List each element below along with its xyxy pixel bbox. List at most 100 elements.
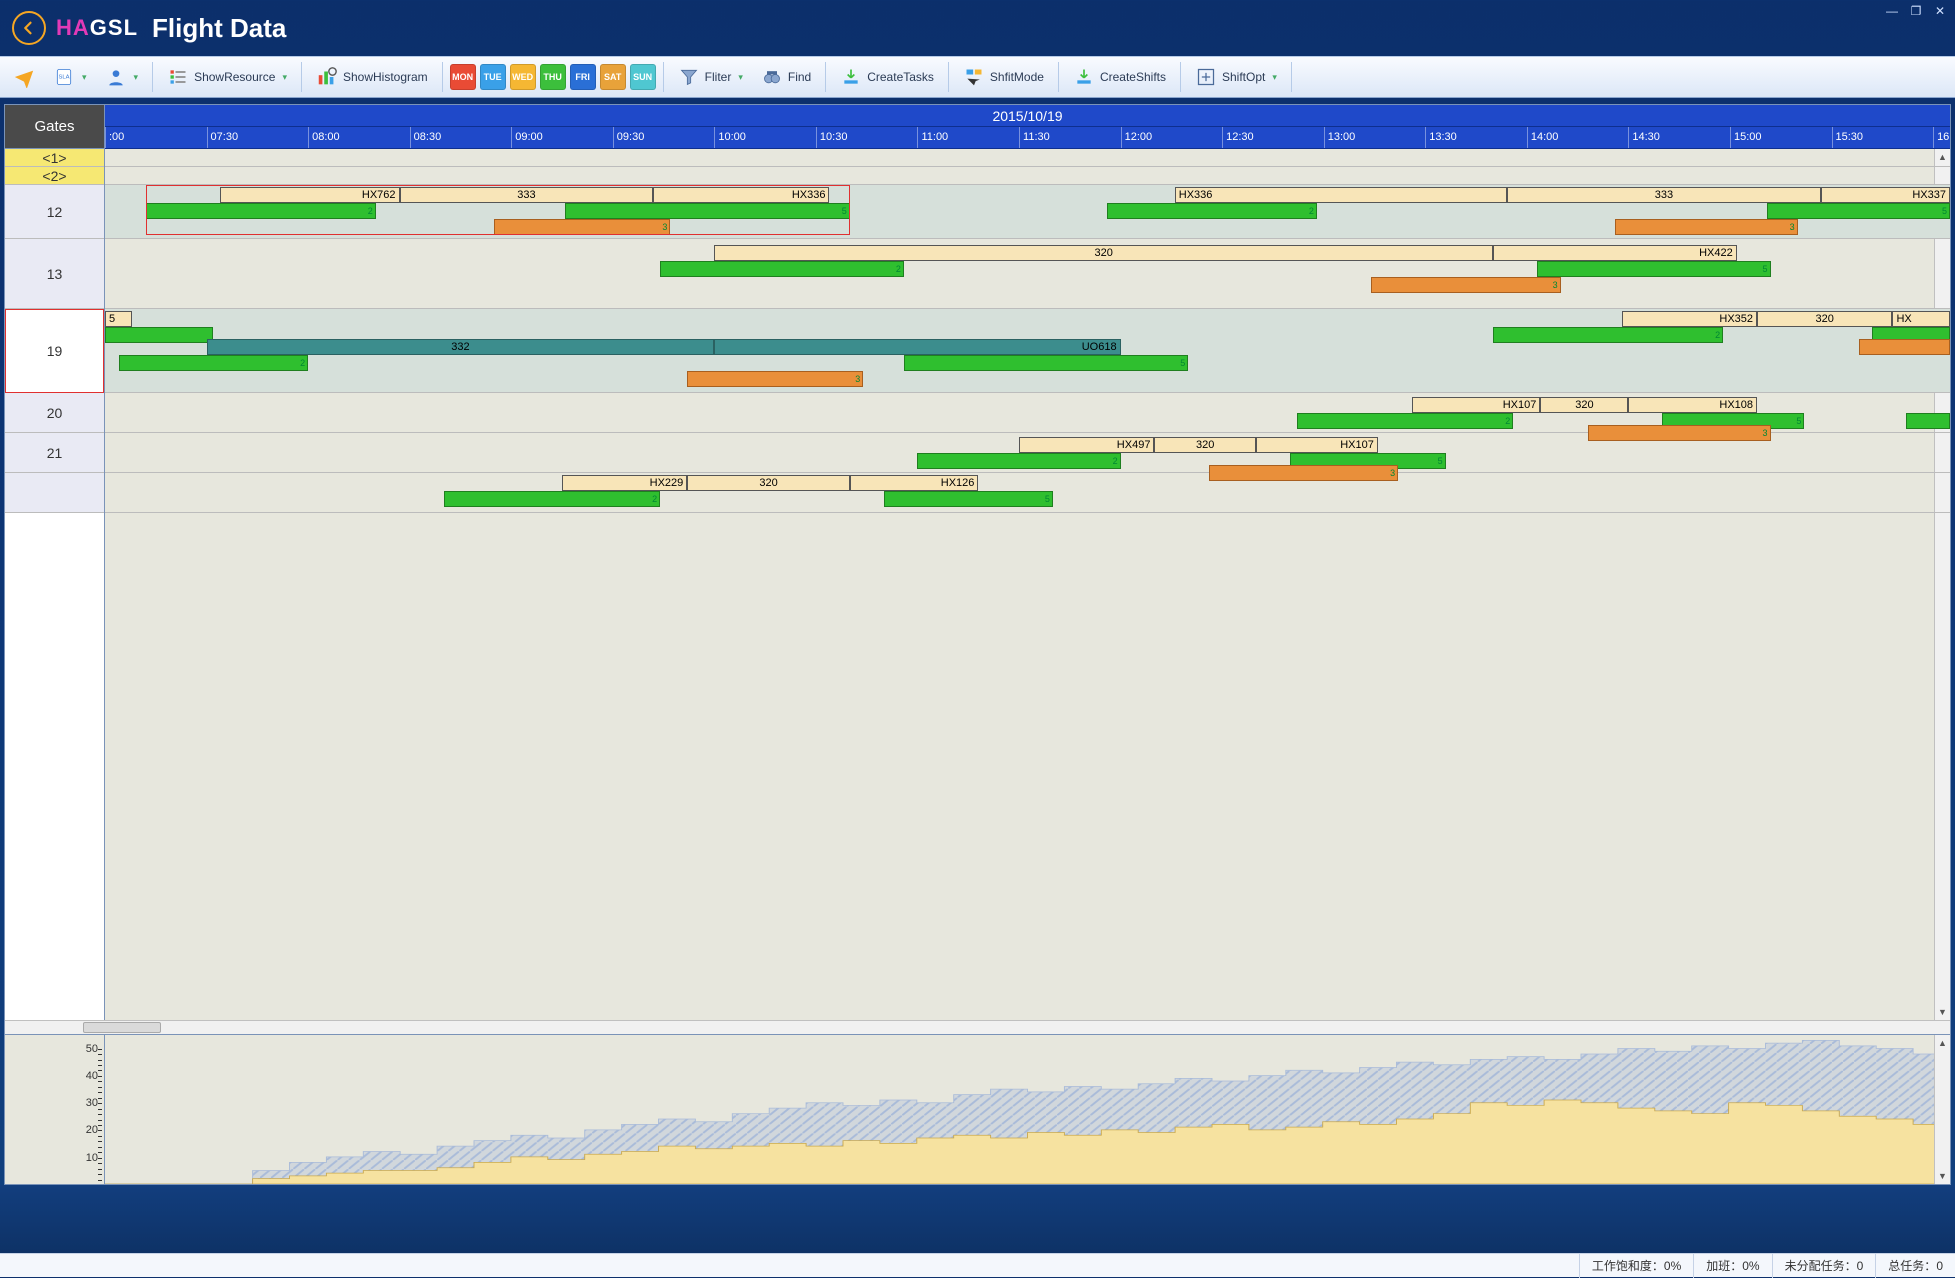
gate-row-header[interactable]: <1> <box>5 149 104 167</box>
histogram-panel: 1020304050 ▲ ▼ <box>5 1034 1950 1184</box>
horizontal-scrollbar[interactable] <box>5 1020 1950 1034</box>
gantt-bar[interactable]: 2 <box>444 491 661 507</box>
day-sun[interactable]: SUN <box>630 64 656 90</box>
gantt-bar[interactable]: 320 <box>1540 397 1628 413</box>
create-shifts-button[interactable]: CreateShifts <box>1066 61 1173 93</box>
gantt-bar[interactable]: HX336 <box>653 187 829 203</box>
filter-button[interactable]: Fliter▾ <box>671 61 750 93</box>
show-resource-button[interactable]: ShowResource▾ <box>160 61 294 93</box>
gantt-bar[interactable]: 2 <box>1493 327 1723 343</box>
scroll-down-icon[interactable]: ▼ <box>1935 1168 1950 1184</box>
day-mon[interactable]: MON <box>450 64 476 90</box>
day-tue[interactable]: TUE <box>480 64 506 90</box>
gantt-bar[interactable]: HX762 <box>220 187 399 203</box>
day-thu[interactable]: THU <box>540 64 566 90</box>
time-tick: 07:30 <box>207 127 239 148</box>
gantt-bar[interactable]: 3 <box>1209 465 1399 481</box>
minimize-button[interactable]: — <box>1883 4 1901 18</box>
shift-mode-button[interactable]: ShfitMode <box>956 61 1051 93</box>
gantt-bar[interactable]: 333 <box>400 187 654 203</box>
scrollbar-thumb[interactable] <box>83 1022 161 1033</box>
gantt-bar[interactable]: 5 <box>1537 261 1771 277</box>
gantt-bar[interactable]: 5 <box>1767 203 1950 219</box>
show-histogram-button[interactable]: ShowHistogram <box>309 61 435 93</box>
gantt-bar[interactable] <box>1859 339 1950 355</box>
gantt-bar[interactable]: HX <box>1892 311 1950 327</box>
histogram-icon <box>316 66 338 88</box>
time-tick: 11:30 <box>1019 127 1050 148</box>
svg-text:SLA: SLA <box>58 75 69 81</box>
gate-row-header[interactable]: 21 <box>5 433 104 473</box>
gantt-bar[interactable]: 2 <box>1107 203 1317 219</box>
gantt-bar[interactable]: HX126 <box>850 475 979 491</box>
scroll-up-icon[interactable]: ▲ <box>1935 1035 1950 1051</box>
list-icon <box>167 66 189 88</box>
content-panel: Gates 2015/10/19 :0007:3008:0008:3009:00… <box>4 104 1951 1185</box>
gates-header: Gates <box>5 105 105 149</box>
histogram-scrollbar[interactable]: ▲ ▼ <box>1934 1035 1950 1184</box>
gantt-bar[interactable]: 2 <box>146 203 376 219</box>
time-tick: 15:00 <box>1730 127 1762 148</box>
maximize-button[interactable]: ❐ <box>1907 4 1925 18</box>
gantt-bar[interactable] <box>105 327 213 343</box>
gantt-bar[interactable]: HX422 <box>1493 245 1737 261</box>
scroll-down-icon[interactable]: ▼ <box>1935 1004 1950 1020</box>
gantt-bar[interactable]: 320 <box>687 475 849 491</box>
gantt-bar[interactable]: 3 <box>494 219 670 235</box>
day-wed[interactable]: WED <box>510 64 536 90</box>
gantt-bar[interactable] <box>1906 413 1950 429</box>
gantt-bar[interactable]: HX108 <box>1628 397 1757 413</box>
time-tick: 08:00 <box>308 127 340 148</box>
gate-row-header[interactable] <box>5 473 104 513</box>
gantt-bar[interactable]: 3 <box>1371 277 1561 293</box>
gantt-bar[interactable]: 2 <box>660 261 904 277</box>
time-tick: 08:30 <box>410 127 442 148</box>
day-fri[interactable]: FRI <box>570 64 596 90</box>
gantt-bar[interactable]: HX352 <box>1622 311 1757 327</box>
gantt-bar[interactable]: 5 <box>904 355 1188 371</box>
gantt-bar[interactable]: 333 <box>1507 187 1822 203</box>
gantt-bar[interactable]: HX497 <box>1019 437 1154 453</box>
gantt-bar[interactable]: 2 <box>917 453 1120 469</box>
close-button[interactable]: ✕ <box>1931 4 1949 18</box>
gantt-bar[interactable]: 332 <box>207 339 715 355</box>
gantt-bar[interactable]: 320 <box>1154 437 1256 453</box>
back-button[interactable] <box>12 11 46 45</box>
gate-row-header[interactable]: 13 <box>5 239 104 309</box>
time-tick: 13:00 <box>1324 127 1356 148</box>
gantt-bar[interactable]: 5 <box>565 203 849 219</box>
gantt-bar[interactable]: 2 <box>119 355 309 371</box>
gantt-bar[interactable]: 2 <box>1297 413 1514 429</box>
day-sat[interactable]: SAT <box>600 64 626 90</box>
gate-row-header[interactable]: 12 <box>5 185 104 239</box>
find-button[interactable]: Find <box>754 61 818 93</box>
time-tick: 10:30 <box>816 127 848 148</box>
gantt-bar[interactable]: 5 <box>105 311 132 327</box>
gantt-bar[interactable]: HX107 <box>1256 437 1378 453</box>
funnel-icon <box>678 66 700 88</box>
gantt-bar[interactable]: 3 <box>687 371 863 387</box>
y-tick-label: 10 <box>86 1152 98 1164</box>
gantt-bar[interactable]: 320 <box>714 245 1493 261</box>
create-tasks-button[interactable]: CreateTasks <box>833 61 941 93</box>
gantt-bar[interactable]: 3 <box>1615 219 1798 235</box>
sla-icon-button[interactable]: SLA▾ <box>46 61 94 93</box>
gantt-bar[interactable]: 5 <box>884 491 1053 507</box>
download-icon <box>840 66 862 88</box>
shift-opt-button[interactable]: ShiftOpt▾ <box>1188 61 1284 93</box>
user-icon-button[interactable]: ▾ <box>98 61 146 93</box>
gate-row-header[interactable]: <2> <box>5 167 104 185</box>
gantt-bar[interactable]: HX337 <box>1821 187 1950 203</box>
gate-row-header[interactable]: 20 <box>5 393 104 433</box>
gantt-bar[interactable]: UO618 <box>714 339 1120 355</box>
gantt-bar[interactable]: 320 <box>1757 311 1892 327</box>
gantt-lanes[interactable]: ▲ ▼ HX762333HX336253HX336333HX337253320H… <box>105 149 1950 1020</box>
flights-icon-button[interactable] <box>6 61 42 93</box>
gantt-bar[interactable]: 3 <box>1588 425 1771 441</box>
y-tick-label: 30 <box>86 1097 98 1109</box>
gantt-bar[interactable]: HX107 <box>1412 397 1541 413</box>
status-bar: 工作饱和度：0% 加班：0% 未分配任务：0 总任务：0 <box>0 1253 1955 1277</box>
gantt-bar[interactable]: HX336 <box>1175 187 1507 203</box>
gate-row-header[interactable]: 19 <box>5 309 104 393</box>
gantt-bar[interactable]: HX229 <box>562 475 687 491</box>
